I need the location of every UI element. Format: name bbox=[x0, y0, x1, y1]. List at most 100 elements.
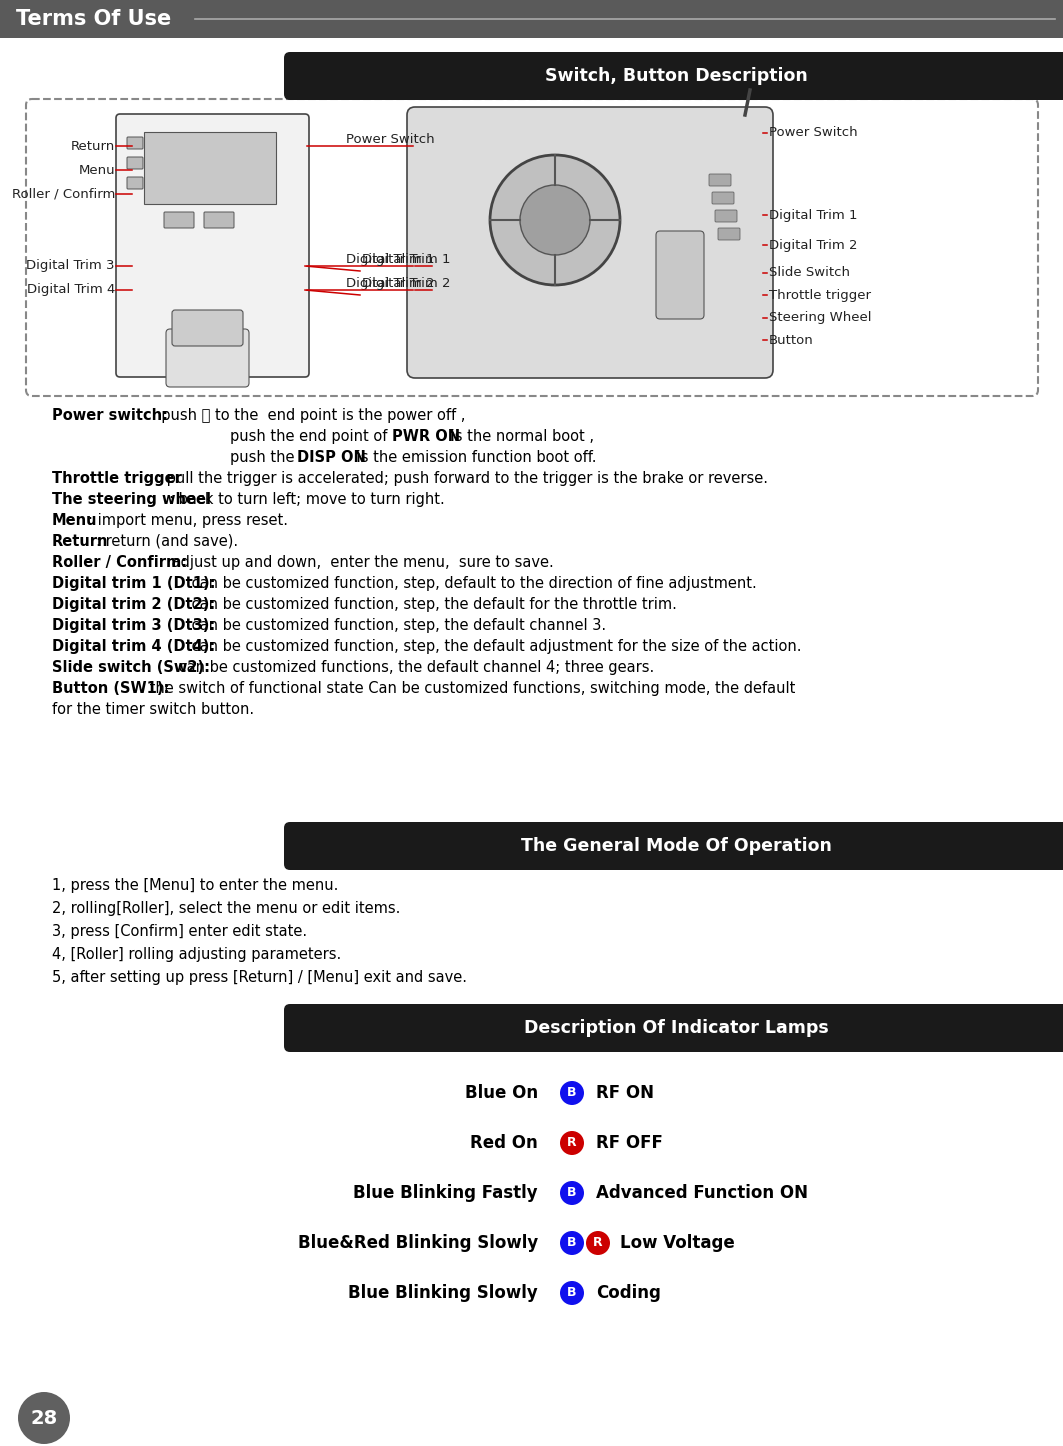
FancyBboxPatch shape bbox=[715, 210, 737, 223]
Text: Power Switch: Power Switch bbox=[769, 126, 858, 139]
Text: Roller / Confirm:: Roller / Confirm: bbox=[52, 555, 187, 570]
FancyBboxPatch shape bbox=[656, 231, 704, 320]
Circle shape bbox=[520, 185, 590, 254]
Text: Blue&Red Blinking Slowly: Blue&Red Blinking Slowly bbox=[298, 1233, 538, 1252]
FancyBboxPatch shape bbox=[144, 132, 276, 204]
Text: push the: push the bbox=[230, 450, 299, 466]
Text: Digital Trim 1: Digital Trim 1 bbox=[769, 208, 858, 221]
Text: Digital Trim 1: Digital Trim 1 bbox=[345, 253, 435, 266]
Circle shape bbox=[560, 1281, 584, 1304]
FancyBboxPatch shape bbox=[26, 98, 1037, 396]
Text: B: B bbox=[568, 1187, 577, 1200]
Text: R: R bbox=[568, 1137, 577, 1150]
Text: can be customized function, step, the default channel 3.: can be customized function, step, the de… bbox=[187, 617, 606, 633]
FancyBboxPatch shape bbox=[709, 174, 731, 187]
Text: Digital trim 1 (Dt1):: Digital trim 1 (Dt1): bbox=[52, 576, 216, 591]
Text: Low Voltage: Low Voltage bbox=[620, 1233, 735, 1252]
FancyBboxPatch shape bbox=[204, 213, 234, 228]
Text: 5, after setting up press [Return] / [Menu] exit and save.: 5, after setting up press [Return] / [Me… bbox=[52, 970, 467, 985]
FancyBboxPatch shape bbox=[126, 176, 144, 189]
Circle shape bbox=[490, 155, 620, 285]
Circle shape bbox=[560, 1131, 584, 1155]
Text: 28: 28 bbox=[31, 1408, 57, 1427]
FancyBboxPatch shape bbox=[116, 114, 309, 377]
FancyBboxPatch shape bbox=[164, 213, 195, 228]
FancyBboxPatch shape bbox=[284, 52, 1063, 100]
Text: 3, press [Confirm] enter edit state.: 3, press [Confirm] enter edit state. bbox=[52, 924, 307, 938]
Text: Switch, Button Description: Switch, Button Description bbox=[545, 67, 808, 85]
FancyBboxPatch shape bbox=[407, 107, 773, 377]
FancyBboxPatch shape bbox=[0, 0, 1063, 38]
Text: Terms Of Use: Terms Of Use bbox=[16, 9, 171, 29]
Text: DISP ON: DISP ON bbox=[297, 450, 366, 466]
Circle shape bbox=[560, 1231, 584, 1255]
Text: Power Switch: Power Switch bbox=[345, 133, 435, 146]
FancyBboxPatch shape bbox=[712, 192, 733, 204]
Text: is the emission function boot off.: is the emission function boot off. bbox=[352, 450, 596, 466]
FancyBboxPatch shape bbox=[126, 137, 144, 149]
Text: The General Mode Of Operation: The General Mode Of Operation bbox=[521, 837, 832, 855]
Text: the switch of functional state Can be customized functions, switching mode, the : the switch of functional state Can be cu… bbox=[145, 681, 795, 696]
Text: push ⏻ to the  end point is the power off ,: push ⏻ to the end point is the power off… bbox=[152, 408, 466, 424]
Text: can be customized function, step, the default adjustment for the size of the act: can be customized function, step, the de… bbox=[187, 639, 802, 654]
Text: : back to turn left; move to turn right.: : back to turn left; move to turn right. bbox=[169, 492, 444, 508]
Text: Digital Trim 2: Digital Trim 2 bbox=[345, 278, 435, 291]
Text: Throttle trigger: Throttle trigger bbox=[52, 471, 182, 486]
Text: Menu: Menu bbox=[79, 163, 115, 176]
Text: can be customized functions, the default channel 4; three gears.: can be customized functions, the default… bbox=[174, 659, 654, 675]
Text: Digital Trim 1: Digital Trim 1 bbox=[362, 253, 451, 266]
FancyBboxPatch shape bbox=[166, 330, 249, 388]
Text: Coding: Coding bbox=[596, 1284, 661, 1301]
Text: : pull the trigger is accelerated; push forward to the trigger is the brake or r: : pull the trigger is accelerated; push … bbox=[157, 471, 767, 486]
Text: Digital trim 4 (Dt4):: Digital trim 4 (Dt4): bbox=[52, 639, 215, 654]
Text: Red On: Red On bbox=[470, 1134, 538, 1152]
Text: : return (and save).: : return (and save). bbox=[96, 534, 238, 549]
Text: Digital Trim 4: Digital Trim 4 bbox=[27, 283, 115, 296]
Circle shape bbox=[586, 1231, 610, 1255]
Text: Slide switch (Sw2):: Slide switch (Sw2): bbox=[52, 659, 210, 675]
Text: 2, rolling[Roller], select the menu or edit items.: 2, rolling[Roller], select the menu or e… bbox=[52, 901, 401, 915]
Text: Blue On: Blue On bbox=[465, 1084, 538, 1102]
Text: B: B bbox=[568, 1287, 577, 1300]
Text: Blue Blinking Fastly: Blue Blinking Fastly bbox=[353, 1184, 538, 1202]
Text: B: B bbox=[568, 1236, 577, 1249]
Text: 1, press the [Menu] to enter the menu.: 1, press the [Menu] to enter the menu. bbox=[52, 878, 338, 894]
Text: PWR ON: PWR ON bbox=[392, 429, 460, 444]
FancyBboxPatch shape bbox=[284, 1004, 1063, 1053]
Text: can be customized function, step, the default for the throttle trim.: can be customized function, step, the de… bbox=[187, 597, 677, 612]
Text: Throttle trigger: Throttle trigger bbox=[769, 289, 871, 302]
Circle shape bbox=[18, 1392, 70, 1445]
Text: adjust up and down,  enter the menu,  sure to save.: adjust up and down, enter the menu, sure… bbox=[167, 555, 554, 570]
FancyBboxPatch shape bbox=[172, 309, 243, 346]
Text: can be customized function, step, default to the direction of fine adjustment.: can be customized function, step, defaul… bbox=[187, 576, 757, 591]
FancyBboxPatch shape bbox=[284, 821, 1063, 870]
FancyBboxPatch shape bbox=[718, 228, 740, 240]
Text: Digital trim 2 (Dt2):: Digital trim 2 (Dt2): bbox=[52, 597, 215, 612]
Text: Button: Button bbox=[769, 334, 814, 347]
Text: Button (SW1):: Button (SW1): bbox=[52, 681, 169, 696]
Text: is the normal boot ,: is the normal boot , bbox=[446, 429, 594, 444]
Text: RF ON: RF ON bbox=[596, 1084, 654, 1102]
FancyBboxPatch shape bbox=[126, 158, 144, 169]
Text: B: B bbox=[568, 1086, 577, 1099]
Text: Return: Return bbox=[71, 139, 115, 152]
Text: Power switch:: Power switch: bbox=[52, 408, 168, 424]
Text: for the timer switch button.: for the timer switch button. bbox=[52, 701, 254, 717]
Text: Digital Trim 3: Digital Trim 3 bbox=[27, 259, 115, 272]
Text: Slide Switch: Slide Switch bbox=[769, 266, 850, 279]
Text: R: R bbox=[593, 1236, 603, 1249]
Text: Blue Blinking Slowly: Blue Blinking Slowly bbox=[349, 1284, 538, 1301]
Text: Roller / Confirm: Roller / Confirm bbox=[12, 188, 115, 201]
Text: push the end point of: push the end point of bbox=[230, 429, 392, 444]
Text: The steering wheel: The steering wheel bbox=[52, 492, 210, 508]
Text: Digital Trim 2: Digital Trim 2 bbox=[362, 278, 451, 291]
Text: Steering Wheel: Steering Wheel bbox=[769, 311, 872, 324]
Circle shape bbox=[560, 1181, 584, 1205]
Text: Menu: Menu bbox=[52, 513, 98, 528]
Text: : import menu, press reset.: : import menu, press reset. bbox=[88, 513, 288, 528]
Text: Description Of Indicator Lamps: Description Of Indicator Lamps bbox=[524, 1019, 829, 1037]
Text: Return: Return bbox=[52, 534, 108, 549]
Text: Digital Trim 2: Digital Trim 2 bbox=[769, 239, 858, 252]
Text: Advanced Function ON: Advanced Function ON bbox=[596, 1184, 808, 1202]
Circle shape bbox=[560, 1082, 584, 1105]
